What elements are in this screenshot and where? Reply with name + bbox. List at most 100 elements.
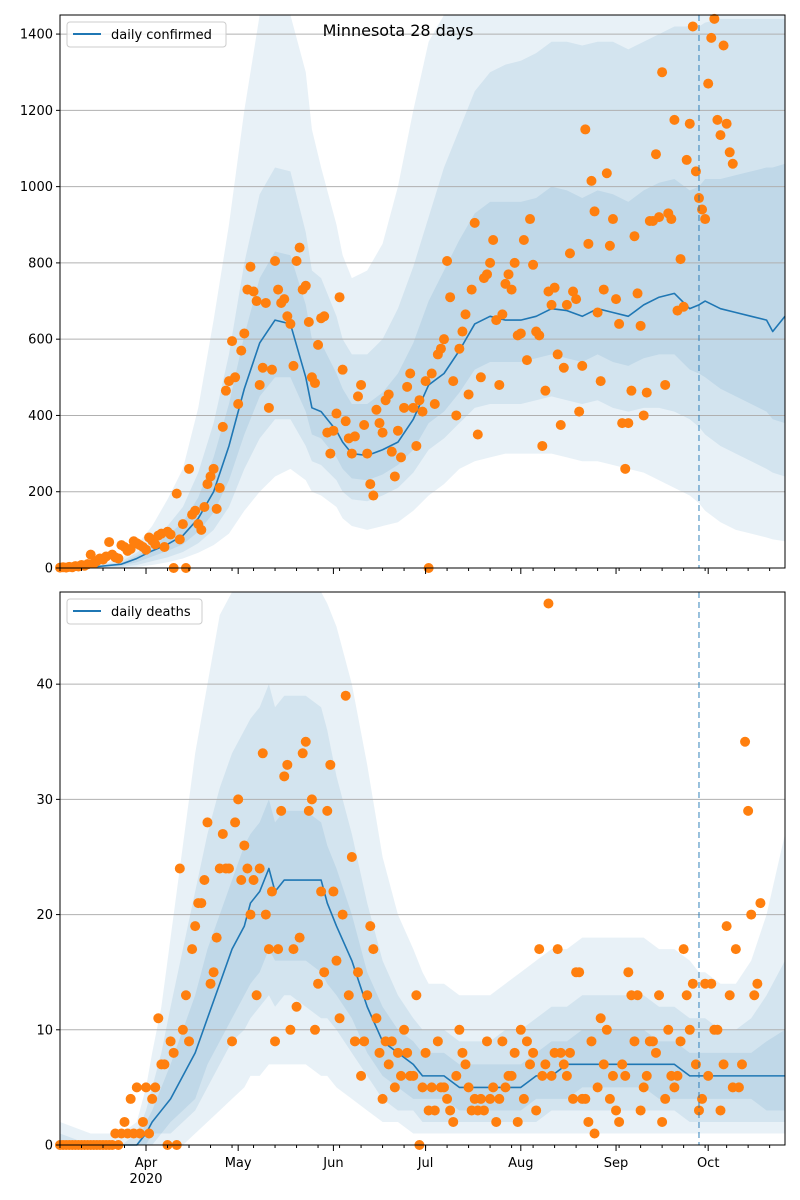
confirmed-data-point: [451, 410, 462, 421]
deaths-data-point: [574, 967, 585, 978]
confirmed-data-point: [239, 328, 250, 339]
deaths-data-point: [586, 1036, 597, 1047]
deaths-data-point: [263, 944, 274, 955]
deaths-data-point: [506, 1070, 517, 1081]
deaths-data-point: [752, 978, 763, 989]
deaths-data-point: [331, 955, 342, 966]
confirmed-data-point: [331, 408, 342, 419]
confirmed-data-point: [684, 118, 695, 129]
confirmed-data-point: [654, 212, 665, 223]
confirmed-data-point: [263, 402, 274, 413]
deaths-data-point: [273, 944, 284, 955]
deaths-data-point: [184, 1036, 195, 1047]
confirmed-data-point: [568, 286, 579, 297]
xtick-label-month: Sep: [604, 1156, 629, 1171]
confirmed-data-point: [623, 418, 634, 429]
confirmed-axes-frame: [59, 14, 786, 569]
deaths-data-point: [528, 1047, 539, 1058]
deaths-ytick-label: 30: [36, 793, 53, 808]
confirmed-data-point: [294, 242, 305, 253]
confirmed-data-point: [488, 235, 499, 246]
confirmed-data-point: [399, 402, 410, 413]
deaths-data-point: [343, 990, 354, 1001]
deaths-data-point: [592, 1082, 603, 1093]
deaths-data-point: [635, 1105, 646, 1116]
deaths-data-point: [359, 1036, 370, 1047]
confirmed-ytick-label: 600: [28, 333, 53, 348]
confirmed-data-point: [217, 421, 228, 432]
confirmed-data-point: [518, 235, 529, 246]
deaths-data-point: [432, 1036, 443, 1047]
deaths-data-point: [669, 1082, 680, 1093]
confirmed-data-point: [282, 311, 293, 322]
deaths-data-point: [463, 1082, 474, 1093]
confirmed-data-point: [724, 147, 735, 158]
confirmed-data-point: [205, 471, 216, 482]
deaths-band-inner: [60, 799, 785, 1145]
deaths-data-point: [755, 898, 766, 909]
confirmed-data-point: [429, 399, 440, 410]
deaths-data-point: [368, 944, 379, 955]
confirmed-data-point: [159, 542, 170, 553]
deaths-data-point: [408, 1070, 419, 1081]
confirmed-data-point: [657, 67, 668, 78]
xtick-label-month: Oct: [697, 1156, 719, 1171]
deaths-data-point: [623, 967, 634, 978]
deaths-data-point: [518, 1093, 529, 1104]
confirmed-data-point: [564, 248, 575, 259]
confirmed-data-point: [291, 255, 302, 266]
legend-label-confirmed: daily confirmed: [111, 28, 212, 43]
deaths-data-point: [730, 944, 741, 955]
deaths-data-point: [356, 1070, 367, 1081]
deaths-data-point: [687, 978, 698, 989]
confirmed-data-point: [534, 330, 545, 341]
deaths-data-point: [515, 1024, 526, 1035]
confirmed-ytick-label: 400: [28, 409, 53, 424]
deaths-data-point: [475, 1093, 486, 1104]
confirmed-data-point: [113, 553, 124, 564]
confirmed-data-point: [525, 214, 536, 225]
confirmed-data-point: [681, 154, 692, 165]
confirmed-data-point: [220, 385, 231, 396]
confirmed-band-mid: [60, 18, 785, 569]
deaths-data-point: [525, 1059, 536, 1070]
confirmed-data-point: [340, 416, 351, 427]
confirmed-data-point: [580, 124, 591, 135]
deaths-data-point: [439, 1082, 450, 1093]
confirmed-data-point: [405, 368, 416, 379]
confirmed-data-point: [248, 286, 259, 297]
confirmed-data-point: [475, 372, 486, 383]
deaths-data-point: [233, 794, 244, 805]
confirmed-data-point: [482, 269, 493, 280]
deaths-data-point: [629, 1036, 640, 1047]
confirmed-data-point: [439, 334, 450, 345]
xtick-label-month: Apr: [135, 1156, 158, 1171]
confirmed-data-point: [497, 309, 508, 320]
deaths-data-point: [291, 1001, 302, 1012]
confirmed-data-point: [202, 479, 213, 490]
deaths-data-point: [721, 921, 732, 932]
deaths-data-point: [374, 1047, 385, 1058]
deaths-data-point: [270, 1036, 281, 1047]
deaths-data-point: [611, 1105, 622, 1116]
confirmed-data-point: [199, 501, 210, 512]
deaths-ytick-label: 20: [36, 908, 53, 923]
confirmed-data-point: [463, 389, 474, 400]
deaths-data-point: [309, 1024, 320, 1035]
deaths-data-point: [236, 875, 247, 886]
confirmed-data-point: [177, 519, 188, 530]
confirmed-data-point: [660, 379, 671, 390]
confirmed-data-point: [365, 479, 376, 490]
confirmed-data-point: [549, 282, 560, 293]
confirmed-data-point: [604, 240, 615, 251]
deaths-data-point: [482, 1036, 493, 1047]
confirmed-data-point: [328, 425, 339, 436]
deaths-data-point: [288, 944, 299, 955]
deaths-data-point: [580, 1093, 591, 1104]
confirmed-ytick-label: 1000: [20, 180, 53, 195]
confirmed-data-point: [577, 360, 588, 371]
confirmed-data-point: [715, 130, 726, 141]
deaths-data-point: [491, 1116, 502, 1127]
confirmed-data-point: [352, 391, 363, 402]
